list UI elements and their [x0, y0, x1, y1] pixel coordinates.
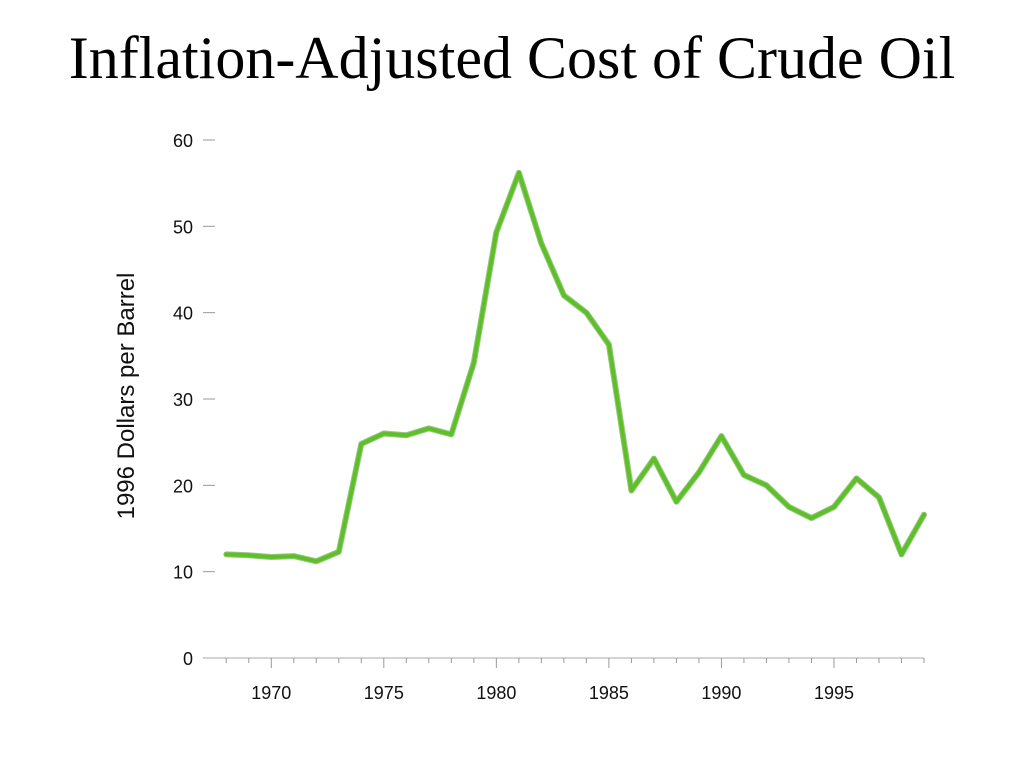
data-point: [696, 470, 701, 475]
x-tick-label: 1975: [364, 683, 404, 703]
data-point: [471, 360, 476, 365]
data-point: [831, 504, 836, 509]
data-point: [381, 431, 386, 436]
data-point: [246, 553, 251, 558]
data-point: [809, 516, 814, 521]
data-point: [359, 441, 364, 446]
data-point: [336, 549, 341, 554]
y-tick-label: 0: [183, 649, 193, 669]
data-point: [674, 499, 679, 504]
data-point: [922, 512, 926, 517]
data-point: [651, 456, 656, 461]
data-point: [561, 293, 566, 298]
x-tick-label: 1995: [814, 683, 854, 703]
data-point: [291, 554, 296, 559]
data-point: [314, 559, 319, 564]
series-line-shadow: [223, 169, 927, 565]
page-title: Inflation-Adjusted Cost of Crude Oil: [68, 25, 956, 91]
x-tick-label: 1970: [251, 683, 291, 703]
data-point: [629, 488, 634, 493]
data-point: [741, 472, 746, 477]
data-point: [404, 433, 409, 438]
data-point: [899, 552, 904, 557]
data-point: [516, 170, 521, 175]
data-point: [719, 434, 724, 439]
y-axis-title: 1996 Dollars per Barrel: [113, 273, 140, 520]
x-axis: 1970 1975 1980 1985 1990 1995: [205, 657, 925, 703]
data-point: [224, 552, 229, 557]
data-point: [584, 310, 589, 315]
series-group: [223, 169, 927, 565]
data-point: [854, 476, 859, 481]
data-point: [786, 504, 791, 509]
data-point: [539, 241, 544, 246]
data-point: [606, 342, 611, 347]
x-tick-label: 1980: [476, 683, 516, 703]
y-tick-label: 50: [173, 217, 193, 237]
y-tick-label: 40: [173, 304, 193, 324]
data-point: [876, 495, 881, 500]
x-tick-label: 1985: [589, 683, 629, 703]
data-point: [449, 432, 454, 437]
x-tick-label: 1990: [701, 683, 741, 703]
data-point: [426, 426, 431, 431]
y-axis: 0 10 20 30 40 50 60: [173, 131, 215, 669]
data-point: [269, 554, 274, 559]
series-line: [224, 170, 926, 564]
data-point: [494, 230, 499, 235]
data-point: [764, 483, 769, 488]
y-tick-label: 20: [173, 476, 193, 496]
y-tick-label: 60: [173, 131, 193, 151]
y-tick-label: 30: [173, 390, 193, 410]
y-tick-label: 10: [173, 563, 193, 583]
